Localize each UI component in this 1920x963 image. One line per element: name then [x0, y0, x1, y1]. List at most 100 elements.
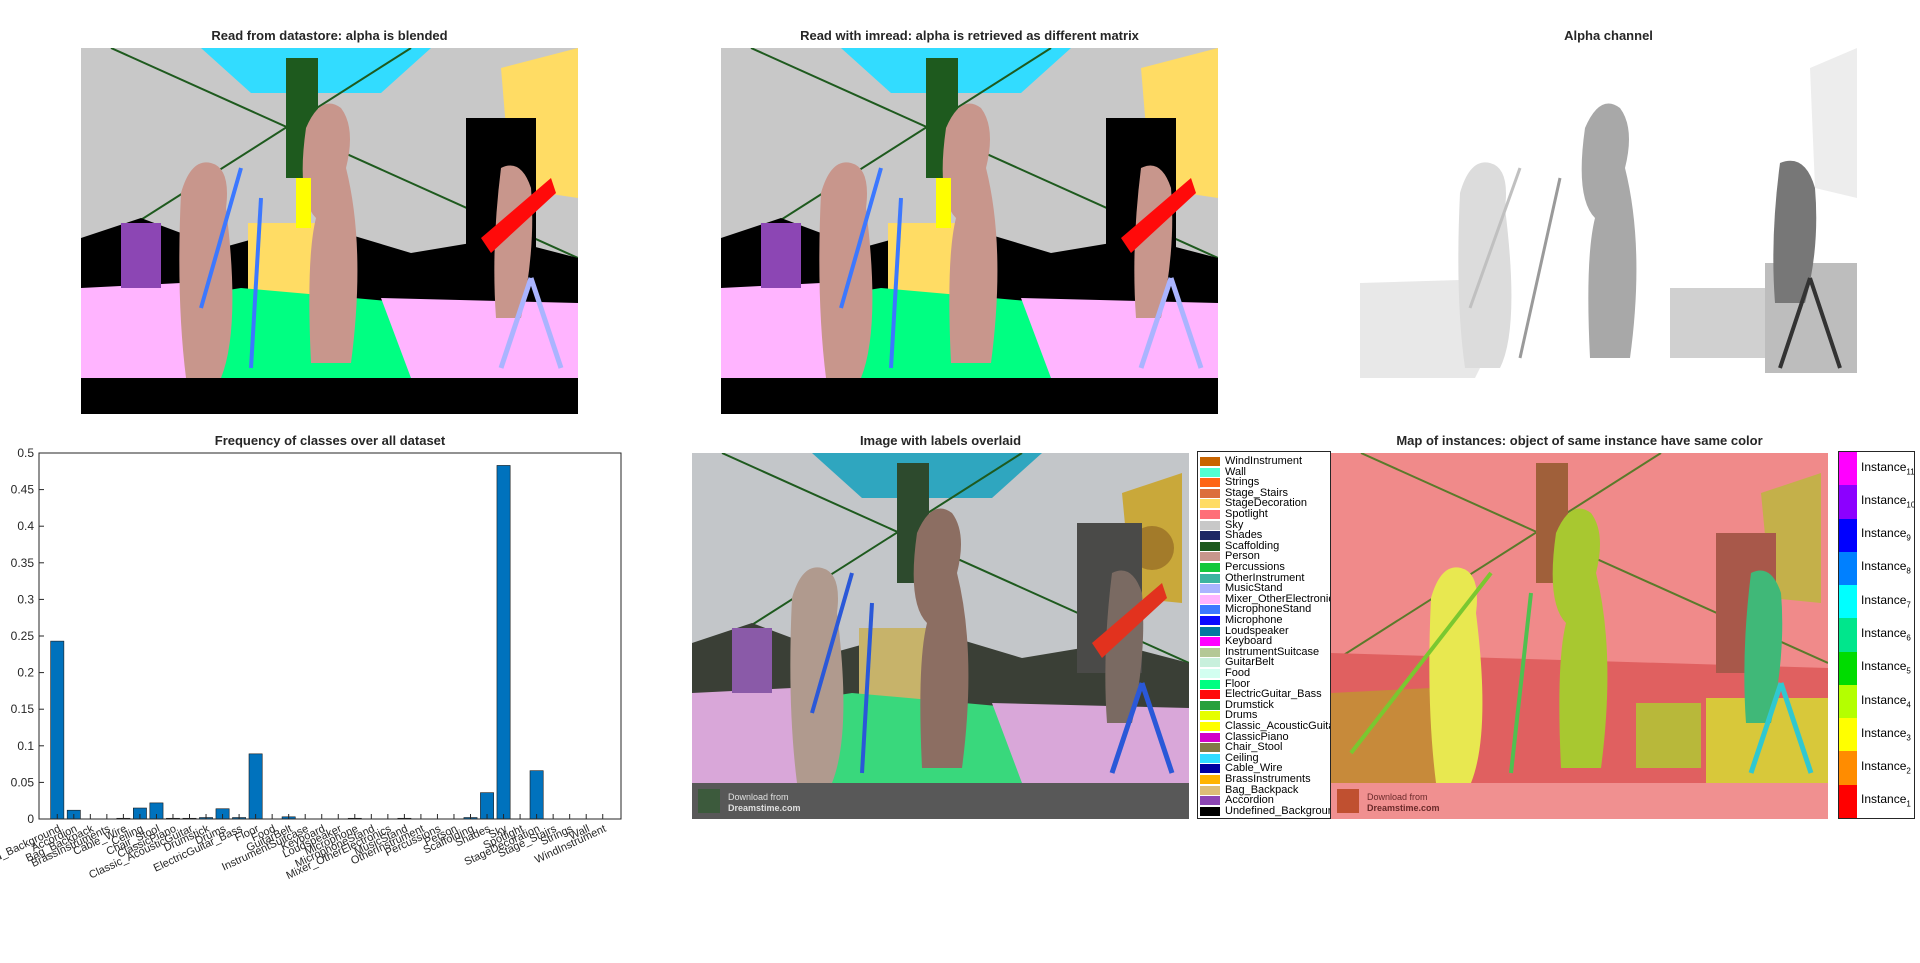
legend-entry: Classic_AcousticGuitar [1198, 721, 1330, 732]
legend-swatch [1200, 775, 1220, 784]
instance-color-swatch [1839, 784, 1857, 818]
legend-swatch [1200, 605, 1220, 615]
legend-label: Drumstick [1225, 698, 1274, 711]
chart-title: Frequency of classes over all dataset [214, 433, 446, 448]
legend-label: GuitarBelt [1225, 656, 1274, 669]
instance-color-swatch [1839, 585, 1857, 619]
watermark-line2: Dreamstime.com [728, 803, 801, 813]
instance-legend-entry: Instance9 [1839, 518, 1914, 552]
instance-legend-entry: Instance10 [1839, 485, 1915, 519]
legend-entry: Spotlight [1198, 509, 1330, 520]
legend-swatch [1200, 499, 1220, 509]
y-tick-label: 0.5 [17, 446, 34, 460]
instance-label: Instance1 [1861, 792, 1911, 809]
legend-label: Classic_AcousticGuitar [1225, 720, 1331, 732]
chart-svg: 00.050.10.150.20.250.30.350.40.450.5 Und… [0, 446, 622, 882]
legend-label: Chair_Stool [1225, 741, 1283, 754]
instance-color-swatch [1839, 452, 1857, 486]
instance-legend-entry: Instance6 [1839, 618, 1914, 652]
legend-swatch [1200, 637, 1220, 647]
y-tick-label: 0 [27, 812, 34, 826]
alpha-panel-title: Alpha channel [1564, 28, 1653, 43]
legend-label: ClassicPiano [1225, 730, 1289, 743]
legend-label: Microphone [1225, 614, 1283, 626]
legend-label: Sky [1225, 518, 1244, 531]
legend-label: Person [1225, 550, 1260, 563]
legend-label: MicrophoneStand [1225, 603, 1312, 616]
legend-entry: Floor [1198, 677, 1330, 690]
instance-legend-entry: Instance11 [1839, 452, 1914, 486]
legend-label: Loudspeaker [1225, 624, 1289, 637]
instances-panel-title: Map of instances: object of same instanc… [1396, 433, 1763, 448]
legend-entry: Drums [1198, 710, 1330, 721]
legend-swatch [1200, 785, 1220, 795]
legend-label: WindInstrument [1225, 455, 1303, 467]
instance-color-swatch [1839, 518, 1857, 552]
class-frequency-chart: 0 0.05 0.1 0.15 0.2 0.25 0.3 0.35 0.4 0.45 0.5 Und… [0, 445, 640, 885]
y-tick-label: 0.05 [11, 775, 35, 789]
y-tick-label: 0.35 [11, 556, 35, 570]
legend-swatch [1200, 711, 1220, 721]
legend-label: Stage_Stairs [1225, 486, 1288, 499]
legend-entry: Person [1198, 551, 1330, 562]
legend-swatch [1200, 457, 1220, 466]
legend-swatch [1200, 679, 1220, 689]
legend-label: MusicStand [1225, 582, 1283, 595]
instance-label: Instance10 [1861, 492, 1915, 510]
instance-legend-entry: Instance3 [1839, 718, 1914, 752]
instance-watermark-line1: Download from [1367, 792, 1428, 802]
legend-swatch [1200, 531, 1220, 541]
legend-swatch [1200, 806, 1220, 816]
instance-label-subscript: 5 [1906, 666, 1911, 676]
legend-entry: ElectricGuitar_Bass [1198, 689, 1330, 700]
legend-swatch [1200, 669, 1220, 678]
legend-entry: StageDecoration [1198, 498, 1330, 509]
legend-entry: Food [1198, 668, 1330, 679]
y-tick-label: 0.2 [17, 666, 34, 680]
legend-swatch [1200, 488, 1220, 498]
legend-label: Mixer_OtherElectronics [1225, 592, 1331, 605]
bar-undefined-background [50, 640, 65, 820]
watermark-line1: Download from [728, 792, 789, 802]
instance-label-subscript: 4 [1906, 699, 1911, 709]
instance-legend-entry: Instance5 [1839, 651, 1914, 685]
legend-label: Wall [1225, 465, 1246, 478]
legend-label: Floor [1225, 677, 1251, 690]
instance-label: Instance8 [1861, 559, 1911, 576]
bar-stagedecoration [529, 770, 544, 820]
legend-entry: Shades [1198, 530, 1330, 541]
y-tick-label: 0.1 [17, 739, 34, 753]
legend-swatch [1200, 573, 1220, 583]
legend-swatch [1200, 584, 1220, 594]
overlay-panel-title: Image with labels overlaid [859, 433, 1022, 448]
instance-color-swatch [1839, 751, 1857, 785]
labels-overlay-image: Download from Dreamstime.com [692, 453, 1189, 819]
legend-entry: Cable_Wire [1198, 763, 1330, 774]
instance-color-swatch [1839, 618, 1857, 652]
instance-label-subscript: 9 [1906, 533, 1911, 543]
legend-entry: Chair_Stool [1198, 742, 1330, 753]
legend-swatch [1200, 700, 1220, 710]
instance-label-subscript: 10 [1906, 500, 1915, 510]
legend-label: Strings [1225, 476, 1260, 489]
legend-swatch [1200, 722, 1220, 731]
legend-entry: Microphone [1198, 615, 1330, 626]
instance-label: Instance7 [1861, 592, 1911, 610]
datastore-panel-title: Read from datastore: alpha is blended [211, 28, 448, 43]
instance-label-subscript: 3 [1906, 733, 1911, 743]
legend-entry: MusicStand [1198, 583, 1330, 594]
instance-map-image: Download from Dreamstime.com [1331, 453, 1828, 819]
instance-legend-entry: Instance8 [1839, 551, 1914, 586]
instance-label: Instance9 [1861, 526, 1911, 543]
legend-label: Cable_Wire [1225, 762, 1283, 775]
legend-label: Keyboard [1225, 635, 1273, 648]
bar-floor [248, 753, 263, 820]
legend-label: StageDecoration [1225, 497, 1307, 510]
instance-label-subscript: 8 [1906, 566, 1911, 576]
legend-entry: ClassicPiano [1198, 730, 1330, 743]
legend-entry: BrassInstruments [1198, 774, 1330, 785]
instance-color-swatch [1839, 551, 1857, 586]
legend-entry: Strings [1198, 477, 1330, 488]
imread-panel-title: Read with imread: alpha is retrieved as … [800, 28, 1139, 43]
instance-legend-entry: Instance2 [1839, 751, 1914, 785]
